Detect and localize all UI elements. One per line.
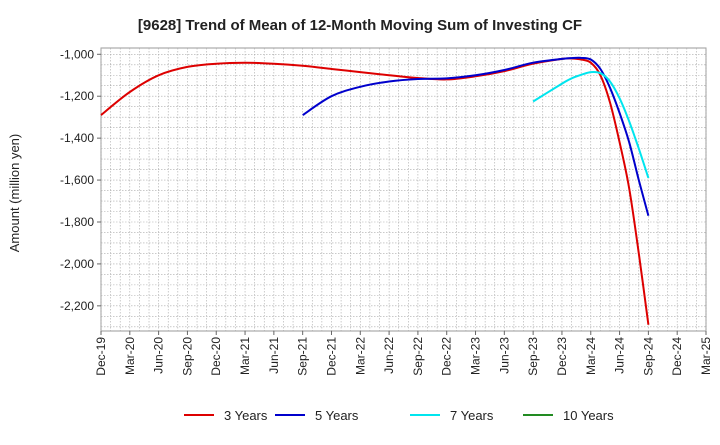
plot-frame	[100, 47, 707, 332]
x-tick-label: Dec-23	[555, 337, 569, 376]
series-lines	[100, 56, 650, 325]
y-tick-label: -2,200	[60, 299, 94, 313]
x-tick-label: Dec-19	[94, 337, 108, 376]
x-tick-label: Jun-22	[382, 337, 396, 374]
x-tick-label: Dec-21	[324, 337, 338, 376]
series-line-3-years	[100, 57, 650, 325]
legend: 3 Years 5 Years 7 Years 10 Years	[184, 408, 614, 423]
legend-label: 5 Years	[315, 408, 359, 423]
x-tick-label: Jun-20	[152, 337, 166, 374]
series-line-7-years	[532, 70, 650, 179]
x-tick-label: Mar-24	[584, 337, 598, 375]
x-tick-label: Sep-24	[641, 337, 655, 376]
y-tick-label: -1,400	[60, 131, 94, 145]
y-axis-label: Amount (million yen)	[7, 134, 22, 253]
chart-title: [9628] Trend of Mean of 12-Month Moving …	[138, 17, 582, 34]
x-axis-ticks: Dec-19 Mar-20 Jun-20 Sep-20 Dec-20 Mar-21 Jun-…	[94, 331, 713, 376]
legend-label: 7 Years	[450, 408, 494, 423]
x-tick-label: Jun-23	[497, 337, 511, 374]
x-tick-label: Dec-20	[209, 337, 223, 376]
y-tick-label: -1,000	[60, 47, 94, 61]
x-tick-label: Dec-22	[440, 337, 454, 376]
x-tick-label: Sep-23	[526, 337, 540, 376]
x-tick-label: Mar-22	[353, 337, 367, 375]
x-tick-label: Sep-22	[411, 337, 425, 376]
x-tick-label: Jun-21	[267, 337, 281, 374]
x-tick-label: Sep-20	[180, 337, 194, 376]
plot-area	[100, 47, 707, 332]
x-tick-label: Mar-23	[469, 337, 483, 375]
y-tick-label: -2,000	[60, 257, 94, 271]
legend-label: 10 Years	[563, 408, 614, 423]
x-tick-label: Mar-25	[699, 337, 713, 375]
x-tick-label: Dec-24	[670, 337, 684, 376]
y-tick-label: -1,800	[60, 215, 94, 229]
x-tick-label: Mar-21	[238, 337, 252, 375]
legend-label: 3 Years	[224, 408, 268, 423]
y-tick-label: -1,600	[60, 173, 94, 187]
y-tick-label: -1,200	[60, 89, 94, 103]
series-line-5-years	[302, 56, 650, 216]
x-tick-label: Mar-20	[123, 337, 137, 375]
y-axis-ticks: -1,000 -1,200 -1,400 -1,600 -1,800 -2,000 -2,2…	[60, 47, 101, 313]
x-tick-label: Jun-24	[613, 337, 627, 374]
x-tick-label: Sep-21	[296, 337, 310, 376]
